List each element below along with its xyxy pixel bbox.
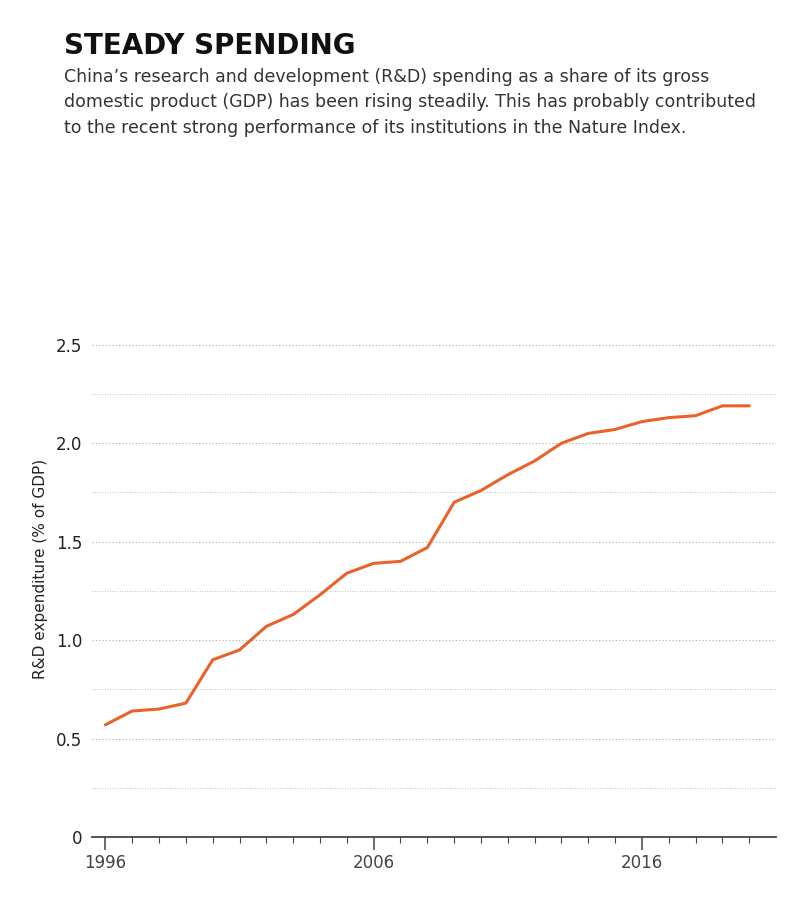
Text: China’s research and development (R&D) spending as a share of its gross
domestic: China’s research and development (R&D) s… [64,68,756,137]
Text: STEADY SPENDING: STEADY SPENDING [64,32,355,59]
Y-axis label: R&D expenditure (% of GDP): R&D expenditure (% of GDP) [33,459,47,680]
